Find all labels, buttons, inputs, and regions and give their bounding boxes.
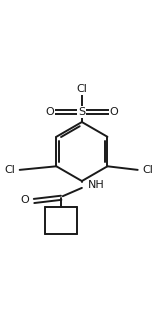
Text: O: O [46, 107, 54, 117]
Text: NH: NH [88, 180, 105, 190]
Text: Cl: Cl [142, 165, 153, 175]
Text: Cl: Cl [4, 165, 15, 175]
Text: O: O [21, 195, 29, 205]
Text: Cl: Cl [76, 84, 87, 95]
Text: O: O [109, 107, 118, 117]
Text: S: S [78, 107, 85, 117]
